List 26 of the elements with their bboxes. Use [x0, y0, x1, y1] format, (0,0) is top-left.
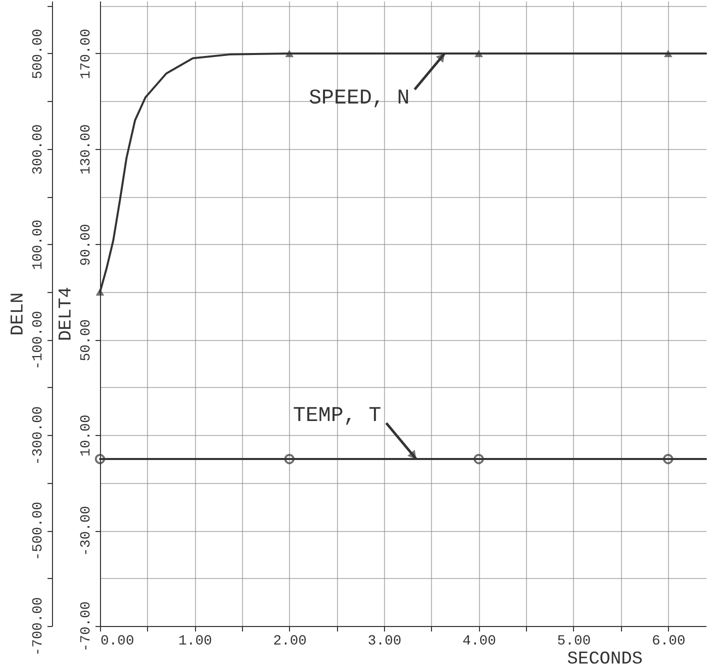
y2-tick-label: 90.00 [78, 224, 94, 266]
x-tick-label: 6.00 [652, 634, 686, 650]
x-tick-label: 1.00 [178, 634, 212, 650]
y2-tick-label: 50.00 [78, 319, 94, 362]
y-tick-label: -500.00 [30, 502, 46, 560]
y-tick-label: -100.00 [30, 310, 46, 370]
y2-tick-label: -30.00 [78, 506, 94, 556]
y-tick-label: 300.00 [30, 124, 46, 175]
y2-tick-label: 10.00 [78, 414, 94, 457]
y-tick-label: 100.00 [30, 220, 46, 270]
y-tick-label: -700.00 [30, 597, 46, 656]
y-axis-title: DELN [8, 292, 28, 336]
x-tick-label: 3.00 [368, 634, 402, 650]
y2-tick-label: 130.00 [78, 124, 94, 175]
y2-tick-label: -70.00 [78, 601, 94, 652]
y-tick-label: 500.00 [30, 28, 46, 80]
y-tick-label: -300.00 [30, 406, 46, 466]
x-tick-label: 0.00 [100, 634, 134, 650]
x-axis-title: SECONDS [567, 650, 643, 670]
x-tick-label: 2.00 [273, 634, 307, 650]
x-tick-label: 5.00 [557, 634, 591, 650]
y2-tick-label: 170.00 [78, 28, 94, 80]
y2-axis-title: DELT4 [56, 286, 76, 342]
annotation: SPEED, N [308, 87, 410, 110]
x-tick-label: 4.00 [462, 634, 496, 650]
annotation: TEMP, T [293, 405, 382, 428]
